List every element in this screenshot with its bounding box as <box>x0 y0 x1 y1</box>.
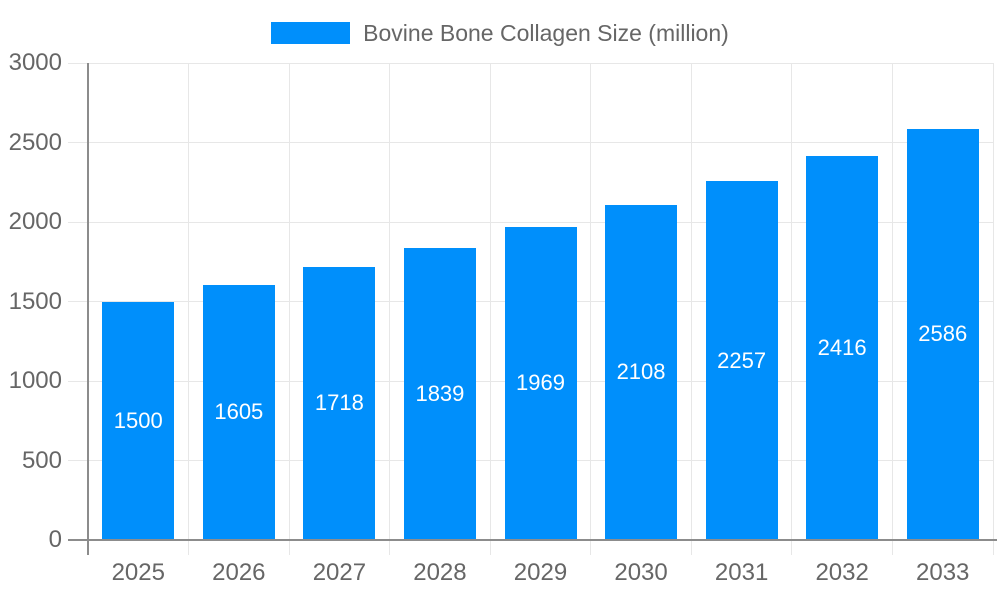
y-tick-label: 1500 <box>8 287 62 315</box>
x-tick-label: 2033 <box>916 559 970 586</box>
x-tick-label: 2029 <box>513 559 568 586</box>
x-gridline <box>389 63 391 555</box>
y-tick-label: 2000 <box>8 208 62 235</box>
legend[interactable]: Bovine Bone Collagen Size (million) <box>0 20 1000 46</box>
bar[interactable] <box>705 181 778 540</box>
bar[interactable] <box>202 284 275 540</box>
y-tick-label: 0 <box>48 526 62 553</box>
bar[interactable] <box>906 128 979 540</box>
x-gridline <box>992 63 994 555</box>
y-axis-tick <box>68 539 88 541</box>
bar[interactable] <box>504 226 577 540</box>
x-tick-label: 2028 <box>413 559 467 586</box>
x-gridline <box>87 63 89 555</box>
x-gridline <box>489 63 491 555</box>
legend-label: Bovine Bone Collagen Size (million) <box>363 20 729 46</box>
legend-swatch <box>271 22 351 44</box>
plot-area: 0 500 1000 1500 2000 2500 3000 1500 1605 1718 1839… <box>9 50 997 586</box>
bar[interactable] <box>303 266 376 540</box>
x-tick-label: 2025 <box>111 559 165 586</box>
x-gridline <box>690 63 692 555</box>
y-axis-line <box>87 63 89 555</box>
x-gridline <box>791 63 793 555</box>
bar[interactable] <box>605 204 678 540</box>
x-tick-label: 2026 <box>212 559 266 586</box>
x-gridline <box>188 63 190 555</box>
x-tick-label: 2027 <box>312 559 367 586</box>
x-gridline <box>590 63 592 555</box>
x-tick-label: 2031 <box>714 559 769 586</box>
y-tick-label: 1000 <box>8 367 62 394</box>
y-gridline <box>68 142 993 143</box>
x-tick-label: 2032 <box>815 559 869 586</box>
x-gridline <box>891 63 893 555</box>
bar[interactable] <box>102 301 175 540</box>
bar[interactable] <box>403 247 476 540</box>
bar[interactable] <box>806 155 879 540</box>
y-tick-label: 500 <box>21 446 62 474</box>
y-gridline <box>68 62 993 64</box>
y-tick-label: 2500 <box>8 128 62 156</box>
x-tick-label: 2030 <box>614 559 668 586</box>
y-tick-label: 3000 <box>8 49 62 76</box>
x-gridline <box>288 63 290 555</box>
